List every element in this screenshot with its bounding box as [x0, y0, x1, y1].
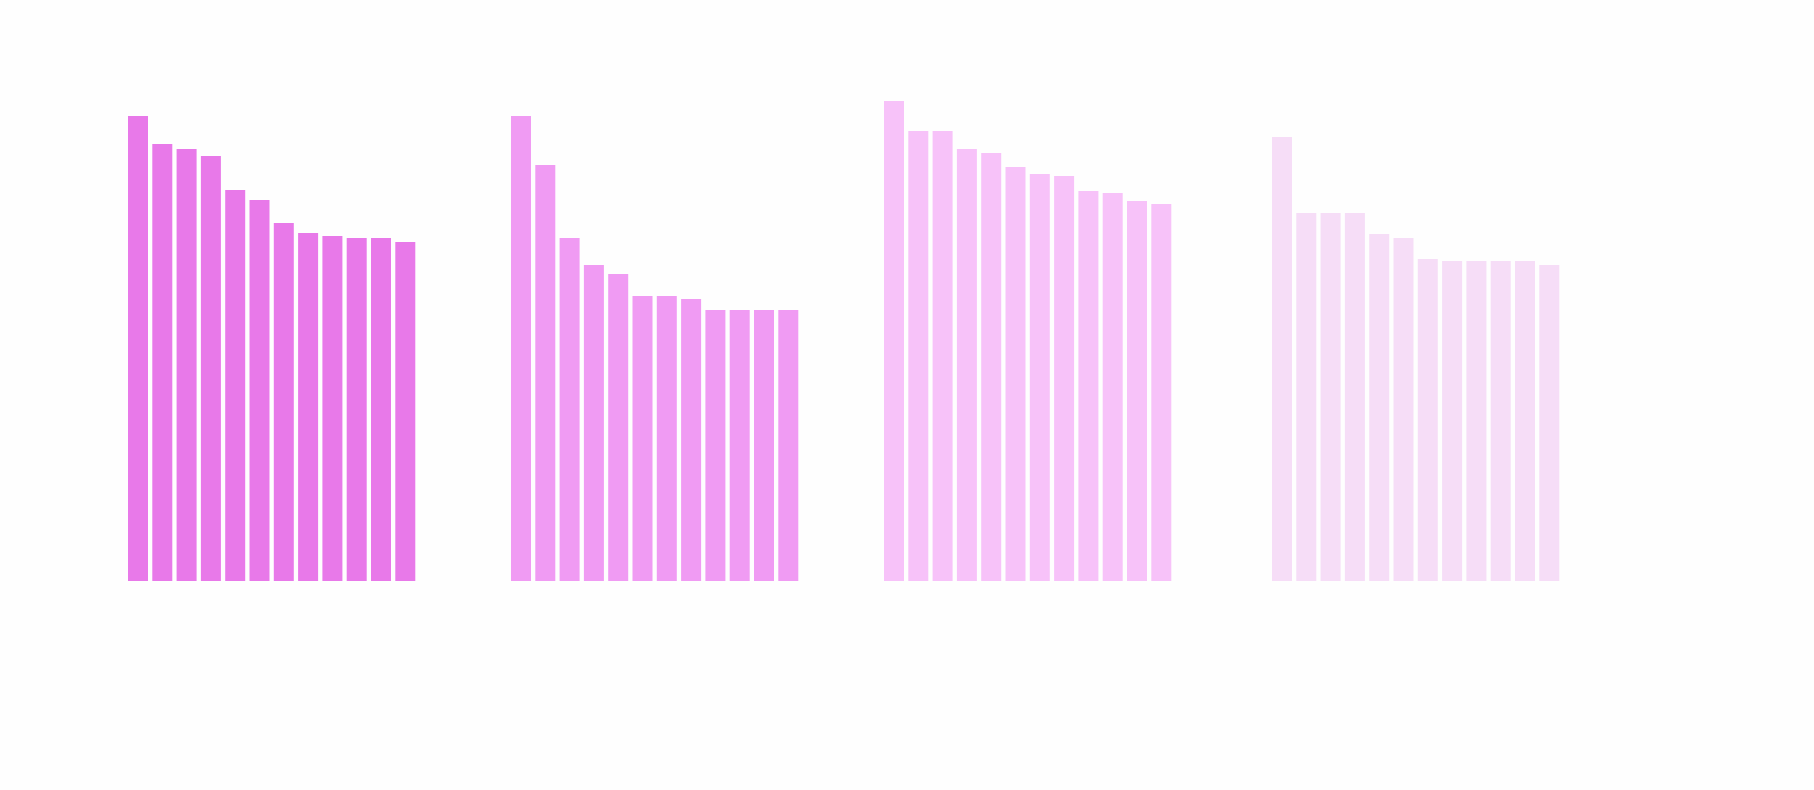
bar: [225, 190, 246, 581]
bar: [1369, 234, 1390, 581]
bar-group-3: [884, 101, 1172, 581]
bar: [1005, 167, 1026, 581]
bar: [754, 310, 774, 581]
bar: [583, 265, 604, 581]
bar-group-1: [128, 116, 416, 581]
bar: [1442, 261, 1463, 581]
bar: [128, 116, 148, 581]
bar: [1320, 213, 1341, 581]
bar: [1344, 213, 1365, 581]
bar: [729, 310, 750, 581]
bar: [705, 310, 726, 581]
bar: [681, 299, 702, 581]
bar: [249, 200, 270, 581]
bar: [1151, 204, 1172, 581]
bar: [152, 144, 173, 581]
bar: [511, 116, 531, 581]
bar: [956, 149, 977, 581]
bar-group-4: [1272, 137, 1560, 581]
bar: [908, 131, 929, 581]
bar: [884, 101, 904, 581]
bar: [932, 131, 953, 581]
bar-group-2: [511, 116, 799, 581]
bar: [322, 236, 343, 581]
bar: [656, 296, 677, 581]
bar: [981, 153, 1002, 581]
bar: [176, 149, 197, 581]
bar: [632, 296, 653, 581]
bar: [535, 165, 556, 581]
bar: [1490, 261, 1511, 581]
bar: [1054, 176, 1075, 581]
bar: [1515, 261, 1535, 581]
bar: [1539, 265, 1560, 581]
bar: [395, 242, 416, 581]
bar: [371, 238, 391, 581]
bar: [1296, 213, 1317, 581]
bar: [778, 310, 799, 581]
bar: [559, 238, 580, 581]
bar: [1029, 174, 1050, 581]
bar: [298, 233, 319, 581]
bar: [273, 223, 294, 581]
bar: [1272, 137, 1292, 581]
bar: [1127, 201, 1147, 581]
bar: [1078, 191, 1099, 581]
bar: [608, 274, 629, 581]
bar: [1102, 193, 1123, 581]
bar: [1393, 238, 1414, 581]
bar: [346, 238, 367, 581]
bar: [200, 156, 221, 581]
bar: [1466, 261, 1487, 581]
bar: [1417, 259, 1438, 581]
